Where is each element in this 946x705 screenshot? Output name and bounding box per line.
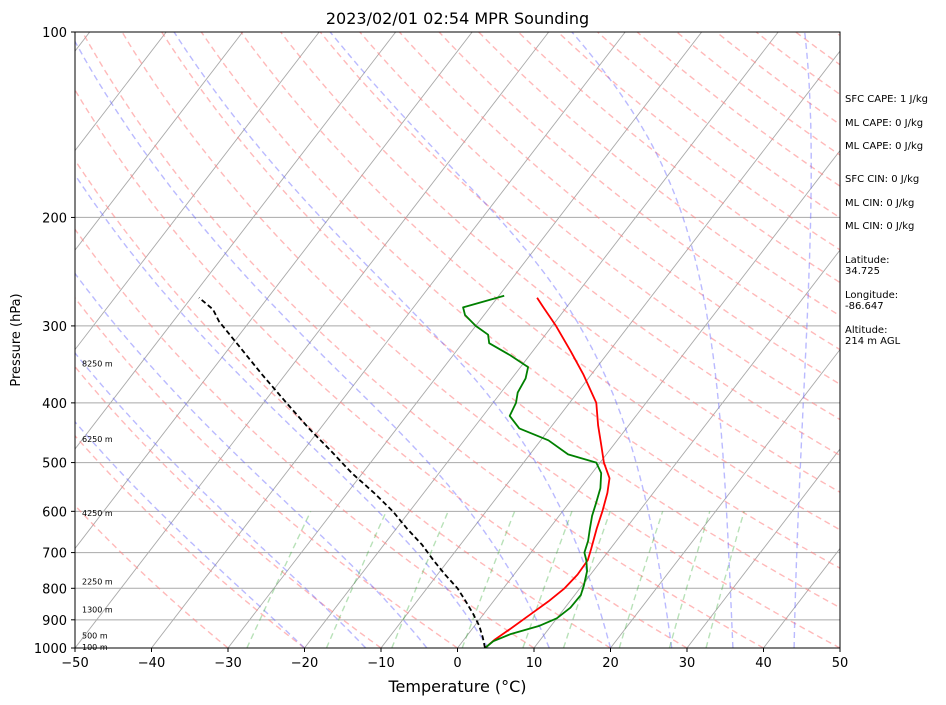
- temperature-profile: [484, 297, 611, 648]
- x-tick-label: −10: [367, 656, 394, 671]
- y-tick-label: 100: [42, 26, 67, 41]
- chart-title: 2023/02/01 02:54 MPR Sounding: [326, 9, 589, 28]
- moist-adiabat-line: [75, 351, 367, 648]
- dewpoint-profile: [462, 294, 603, 648]
- altitude-label: Altitude: 214 m AGL: [845, 325, 901, 347]
- isotherm-line: [304, 32, 779, 648]
- sfc-cape-label: SFC CAPE: 1 J/kg: [845, 94, 928, 105]
- moist-adiabat-line: [173, 32, 612, 648]
- x-tick-label: 40: [755, 656, 772, 671]
- height-label: 500 m: [82, 632, 108, 641]
- moist-adiabat-line: [75, 420, 305, 648]
- parcel-path: [198, 297, 486, 648]
- plot-frame: [74, 31, 841, 649]
- y-tick-label: 400: [42, 397, 67, 412]
- moist-adiabat-line: [75, 40, 550, 648]
- x-tick-label: −30: [214, 656, 241, 671]
- x-tick-label: 30: [679, 656, 696, 671]
- isotherm-line: [457, 149, 840, 648]
- height-label: 6250 m: [82, 435, 113, 444]
- isotherm-line: [75, 32, 320, 351]
- moist-adiabat-line: [75, 173, 489, 648]
- dry-adiabat-line: [75, 296, 458, 648]
- latitude-label: Latitude: 34.725: [845, 255, 890, 277]
- isotherm-line: [75, 32, 397, 450]
- dry-adiabat-line: [121, 32, 840, 648]
- y-tick-label: 700: [42, 547, 67, 562]
- isotherm-line: [610, 348, 840, 648]
- moist-adiabat-line: [329, 32, 673, 648]
- plot-area: [75, 32, 840, 648]
- isotherm-line: [75, 32, 167, 152]
- mixing-ratio-line: [705, 511, 745, 648]
- sfc-cin-label: SFC CIN: 0 J/kg: [845, 174, 920, 185]
- x-tick-label: 10: [526, 656, 543, 671]
- isotherm-line: [75, 32, 473, 550]
- dry-adiabat-line: [161, 32, 840, 609]
- dry-adiabat-line: [200, 32, 840, 569]
- y-tick-label: 200: [42, 211, 67, 226]
- moist-adiabat-line: [793, 32, 812, 648]
- mixing-ratio-line: [522, 511, 573, 648]
- isotherm-line: [75, 32, 244, 251]
- moist-adiabat-line: [571, 32, 734, 648]
- dry-adiabat-line: [438, 32, 840, 351]
- x-tick-label: −50: [61, 656, 88, 671]
- y-tick-label: 800: [42, 582, 67, 597]
- y-axis-label: Pressure (hPa): [9, 293, 24, 386]
- height-label: 2250 m: [82, 578, 113, 587]
- dry-adiabat-line: [75, 434, 305, 648]
- y-tick-label: 900: [42, 614, 67, 629]
- ml-cin-label-2: ML CIN: 0 J/kg: [845, 221, 915, 232]
- mixing-ratio-line: [668, 511, 711, 648]
- y-tick-label: 1000: [34, 642, 67, 657]
- height-label: 4250 m: [82, 509, 113, 518]
- height-label: 1300 m: [82, 606, 113, 615]
- isotherm-line: [227, 32, 703, 648]
- mixing-ratio-line: [618, 511, 664, 648]
- isotherm-line: [380, 50, 840, 648]
- dry-adiabat-line: [359, 32, 840, 421]
- dry-adiabat-line: [75, 158, 611, 648]
- mixing-ratio-line: [391, 511, 449, 648]
- x-tick-label: −40: [138, 656, 165, 671]
- x-tick-label: −20: [291, 656, 318, 671]
- mixing-ratio-line: [325, 511, 387, 648]
- moist-adiabat-line: [75, 272, 428, 648]
- dry-adiabat-line: [398, 32, 840, 386]
- x-tick-label: 0: [453, 656, 461, 671]
- isotherm-line: [533, 249, 840, 648]
- height-label: 100 m: [82, 643, 108, 652]
- isotherm-line: [75, 32, 550, 648]
- dry-adiabat-line: [75, 228, 535, 648]
- ml-cape-label-2: ML CAPE: 0 J/kg: [845, 141, 924, 152]
- mixing-ratio-line: [461, 511, 516, 648]
- dry-adiabat-line: [75, 88, 688, 648]
- y-tick-label: 500: [42, 457, 67, 472]
- ml-cin-label: ML CIN: 0 J/kg: [845, 198, 915, 209]
- y-tick-label: 300: [42, 320, 67, 335]
- x-tick-label: 50: [832, 656, 849, 671]
- x-axis-label: Temperature (°C): [387, 677, 526, 696]
- height-label: 8250 m: [82, 359, 113, 368]
- mixing-ratio-line: [246, 511, 312, 648]
- dry-adiabat-line: [75, 365, 382, 648]
- dry-adiabat-line: [240, 32, 840, 531]
- isotherm-line: [686, 448, 840, 648]
- x-tick-label: 20: [602, 656, 619, 671]
- ml-cape-label: ML CAPE: 0 J/kg: [845, 118, 924, 129]
- dry-adiabat-line: [81, 32, 764, 648]
- longitude-label: Longitude: -86.647: [845, 290, 899, 312]
- dry-adiabat-line: [280, 32, 840, 494]
- isotherm-line: [151, 32, 626, 648]
- y-tick-label: 600: [42, 505, 67, 520]
